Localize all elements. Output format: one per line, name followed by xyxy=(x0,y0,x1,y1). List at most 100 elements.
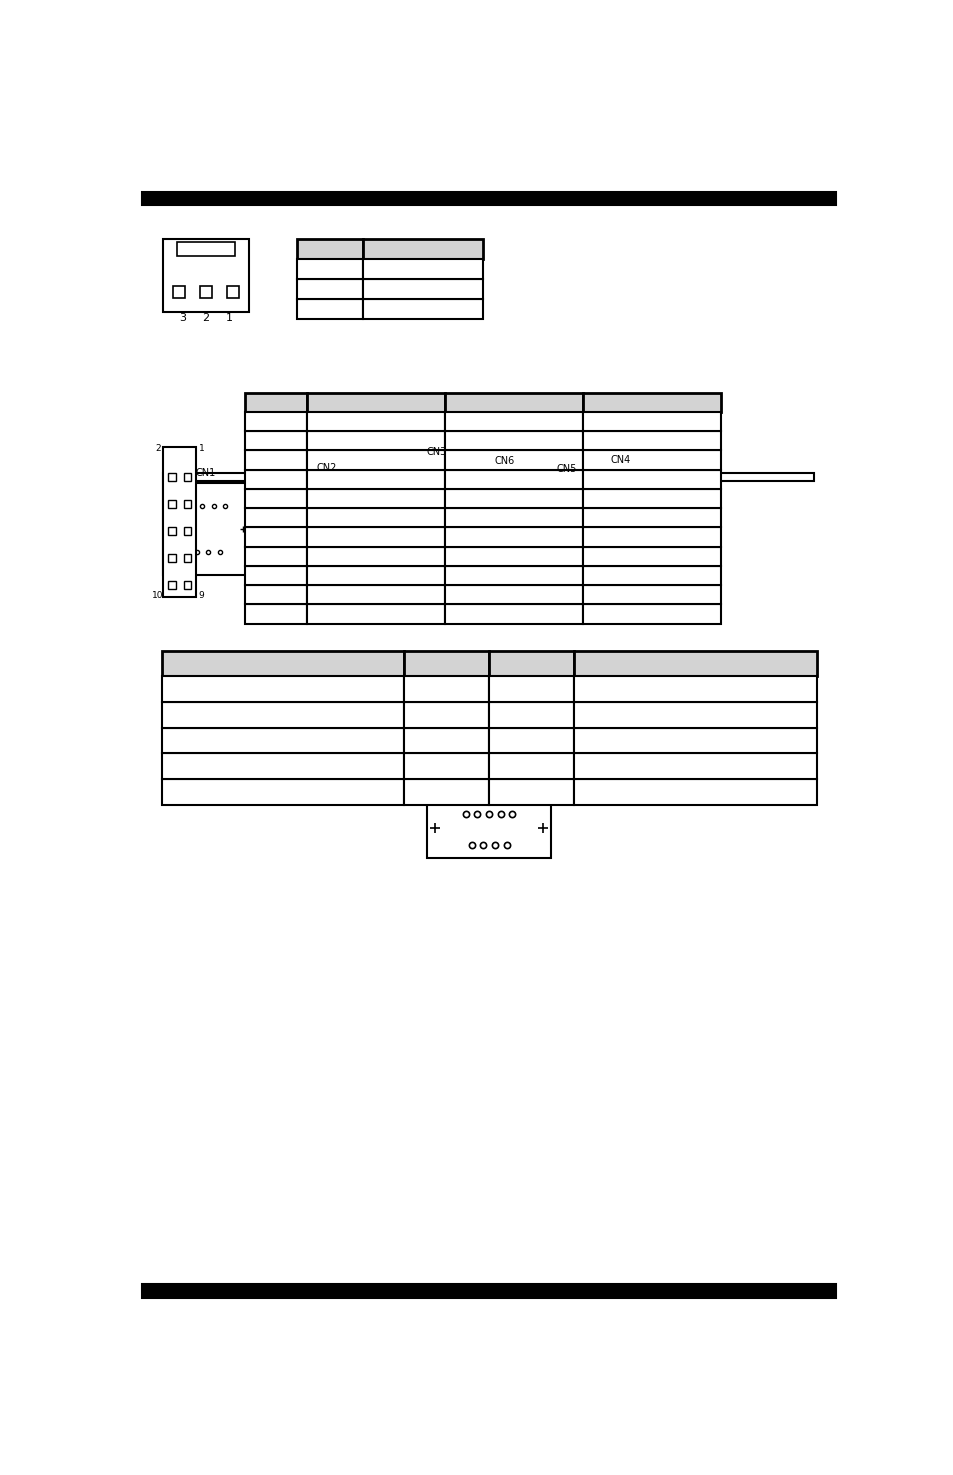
Bar xyxy=(444,605,582,624)
Bar xyxy=(245,412,307,431)
Bar xyxy=(307,528,444,547)
Bar xyxy=(444,488,582,507)
Bar xyxy=(177,242,234,255)
Bar xyxy=(567,479,580,487)
Bar xyxy=(599,475,641,575)
Bar xyxy=(444,566,582,586)
Bar xyxy=(489,727,574,754)
Bar xyxy=(307,547,444,566)
Bar xyxy=(168,581,175,589)
Text: CN2: CN2 xyxy=(316,463,336,473)
Bar xyxy=(444,412,582,431)
Bar xyxy=(411,516,462,538)
Bar xyxy=(142,192,835,205)
Bar xyxy=(183,500,192,507)
Bar xyxy=(168,473,175,481)
Bar xyxy=(582,547,720,566)
Bar xyxy=(245,547,307,566)
Bar xyxy=(254,535,397,575)
Bar xyxy=(183,581,192,589)
Bar xyxy=(307,566,444,586)
Bar xyxy=(478,530,530,569)
Bar xyxy=(444,431,582,450)
Bar xyxy=(183,555,192,562)
Bar xyxy=(582,528,720,547)
Bar xyxy=(489,754,574,779)
Bar xyxy=(574,779,816,804)
Bar xyxy=(478,532,530,544)
Bar xyxy=(307,605,444,624)
Bar xyxy=(574,650,816,676)
Circle shape xyxy=(257,552,265,559)
Bar xyxy=(297,299,363,320)
Bar xyxy=(444,507,582,528)
Bar xyxy=(582,605,720,624)
Bar xyxy=(183,473,192,481)
Bar xyxy=(245,450,307,469)
Bar xyxy=(444,586,582,605)
Bar xyxy=(582,392,720,412)
Bar xyxy=(444,547,582,566)
Bar xyxy=(574,727,816,754)
Bar xyxy=(162,702,404,727)
Bar xyxy=(162,727,404,754)
Bar xyxy=(199,286,212,298)
Bar xyxy=(245,566,307,586)
Text: 1: 1 xyxy=(198,444,204,453)
Bar xyxy=(489,676,574,702)
Bar xyxy=(444,469,582,488)
Bar xyxy=(168,500,175,507)
Bar xyxy=(245,605,307,624)
Bar xyxy=(363,239,483,258)
Bar xyxy=(582,450,720,469)
Circle shape xyxy=(537,822,548,833)
Bar xyxy=(168,528,175,535)
Bar xyxy=(574,702,816,727)
Bar xyxy=(481,479,496,487)
Circle shape xyxy=(608,485,632,507)
Bar xyxy=(402,475,472,575)
Bar xyxy=(540,530,592,569)
Bar xyxy=(307,586,444,605)
Bar xyxy=(162,676,404,702)
Bar xyxy=(307,488,444,507)
Text: 9: 9 xyxy=(198,590,204,600)
Bar xyxy=(162,779,404,804)
FancyBboxPatch shape xyxy=(434,798,543,857)
Bar xyxy=(540,481,592,521)
Circle shape xyxy=(388,552,395,559)
Bar xyxy=(404,650,489,676)
Bar xyxy=(163,482,249,575)
Circle shape xyxy=(614,521,626,534)
FancyBboxPatch shape xyxy=(168,491,244,566)
Bar xyxy=(404,702,489,727)
Text: 3: 3 xyxy=(179,313,186,323)
Bar xyxy=(297,258,363,279)
Bar xyxy=(245,431,307,450)
Text: CN4: CN4 xyxy=(610,454,631,465)
Bar xyxy=(543,479,558,487)
Bar xyxy=(411,547,462,569)
Bar xyxy=(444,528,582,547)
Bar xyxy=(245,586,307,605)
Bar xyxy=(404,779,489,804)
Bar xyxy=(478,481,530,521)
Bar xyxy=(307,469,444,488)
Circle shape xyxy=(614,490,626,503)
Bar xyxy=(245,392,307,412)
Text: CN5: CN5 xyxy=(556,463,577,473)
Bar xyxy=(162,754,404,779)
Circle shape xyxy=(429,822,439,833)
Bar xyxy=(363,299,483,320)
Circle shape xyxy=(238,524,248,534)
Bar xyxy=(404,727,489,754)
Bar xyxy=(582,488,720,507)
Circle shape xyxy=(164,524,173,534)
Text: 10: 10 xyxy=(152,590,164,600)
Bar xyxy=(582,412,720,431)
Bar xyxy=(172,286,185,298)
Text: CN1: CN1 xyxy=(195,469,216,478)
Bar xyxy=(377,500,385,509)
Text: CN3: CN3 xyxy=(426,447,447,457)
Bar xyxy=(307,507,444,528)
